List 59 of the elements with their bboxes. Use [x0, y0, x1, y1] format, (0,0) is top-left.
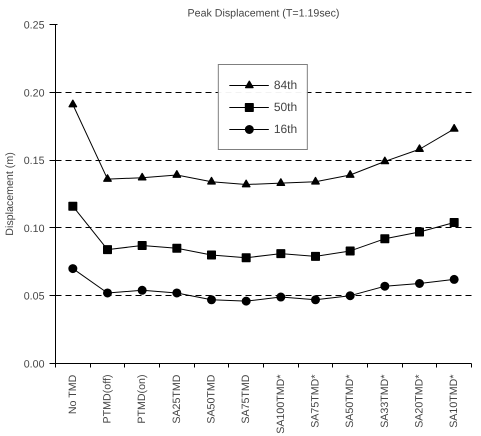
point	[415, 279, 424, 288]
point	[242, 253, 251, 262]
point	[415, 227, 424, 236]
legend-label: 16th	[274, 121, 298, 137]
point	[450, 124, 459, 132]
point	[311, 252, 320, 261]
point	[138, 172, 147, 181]
point	[68, 202, 78, 211]
x-tick-label: SA75TMD*	[310, 374, 322, 428]
point	[68, 99, 78, 108]
x-tick-label: SA75TMD	[240, 374, 252, 424]
x-tick-label: SA50TMD	[206, 374, 218, 424]
x-tick-label: No TMD	[66, 374, 79, 414]
point	[276, 178, 286, 186]
point	[311, 295, 320, 304]
x-tick-label: SA100TMD*	[274, 374, 287, 434]
y-tick-label: 0.25	[24, 20, 45, 32]
point	[380, 156, 390, 164]
y-tick-label: 0.00	[24, 358, 45, 370]
x-tick-label: PTMD(off)	[102, 374, 114, 424]
point	[172, 288, 182, 298]
point	[103, 288, 112, 298]
point	[103, 245, 112, 254]
y-tick-label: 0.05	[24, 290, 45, 303]
point	[380, 234, 390, 244]
x-tick-label: SA25TMD	[170, 374, 183, 424]
point	[346, 291, 355, 300]
point	[380, 282, 390, 291]
point	[172, 170, 182, 178]
y-tick-label: 0.10	[24, 222, 45, 235]
point	[311, 176, 320, 185]
y-axis-title: Displacement (m)	[4, 152, 16, 236]
point	[242, 179, 251, 188]
point	[103, 174, 112, 182]
y-tick-label: 0.20	[24, 87, 45, 100]
chart-title: Peak Displacement (T=1.19sec)	[188, 8, 340, 20]
point	[346, 246, 355, 256]
x-tick-label: PTMD(on)	[136, 374, 148, 424]
point	[68, 264, 78, 274]
point	[450, 274, 459, 284]
point	[450, 218, 459, 227]
x-tick-label: SA50TMD*	[344, 374, 356, 428]
point	[207, 176, 216, 185]
x-tick-label: SA10TMD*	[448, 374, 460, 428]
point	[207, 295, 216, 304]
legend-label: 50th	[274, 99, 298, 115]
point	[346, 170, 355, 178]
point	[276, 292, 286, 302]
point	[415, 144, 424, 152]
y-tick-label: 0.15	[24, 155, 45, 168]
point	[276, 249, 286, 258]
point	[138, 286, 147, 295]
x-tick-label: SA20TMD*	[414, 374, 426, 428]
point	[172, 244, 182, 253]
point	[207, 250, 216, 260]
point	[242, 296, 251, 306]
x-tick-label: SA33TMD*	[378, 374, 391, 428]
point	[138, 241, 147, 250]
legend-label: 84th	[274, 77, 298, 93]
